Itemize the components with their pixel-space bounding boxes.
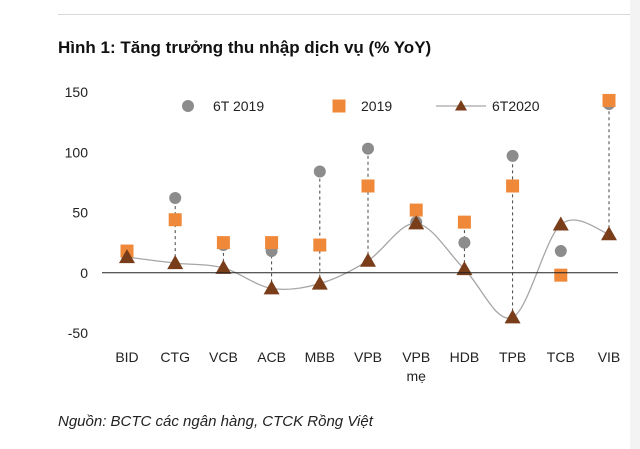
point-6t2020 — [456, 261, 473, 276]
point-6t2020 — [552, 216, 569, 231]
point-2019 — [168, 213, 182, 227]
point-6t2020 — [215, 259, 232, 274]
point-2019 — [409, 203, 423, 217]
point-2019 — [313, 238, 327, 252]
x-tick-label: VPB — [402, 349, 430, 365]
top-rule — [58, 14, 640, 15]
source-note: Nguồn: BCTC các ngân hàng, CTCK Rồng Việ… — [58, 413, 373, 430]
legend-marker-2019 — [332, 99, 346, 113]
x-tick-label: VIB — [598, 349, 621, 365]
point-6t2020 — [360, 252, 376, 267]
point-2019 — [457, 215, 471, 229]
chart-title: Hình 1: Tăng trưởng thu nhập dịch vụ (% … — [58, 38, 432, 57]
series-line-6t2020 — [126, 219, 610, 319]
y-tick-label: 50 — [72, 205, 88, 221]
point-6t2019 — [362, 142, 374, 155]
point-6t2020 — [408, 215, 425, 230]
y-tick-label: 100 — [65, 144, 89, 160]
x-tick-label: mẹ — [406, 368, 426, 384]
point-6t2019 — [169, 192, 182, 205]
point-2019 — [602, 93, 616, 107]
point-2019 — [361, 179, 375, 193]
x-tick-label: BID — [115, 349, 138, 365]
point-6t2020 — [119, 249, 135, 264]
right-edge-strip — [630, 0, 640, 449]
x-tick-label: HDB — [450, 349, 480, 365]
legend-label-6t2019: 6T 2019 — [213, 98, 264, 114]
point-6t2019 — [313, 165, 326, 178]
point-6t2019 — [506, 149, 519, 162]
point-6t2020 — [263, 280, 280, 295]
point-6t2019 — [458, 236, 471, 249]
x-tick-label: ACB — [257, 349, 286, 365]
x-tick-label: TCB — [547, 349, 575, 365]
point-6t2020 — [601, 226, 617, 241]
legend-label-6t2020: 6T2020 — [492, 98, 540, 114]
point-6t2020 — [311, 275, 328, 290]
y-tick-label: 0 — [80, 265, 88, 281]
y-tick-label: -50 — [68, 325, 88, 341]
point-2019 — [506, 179, 520, 193]
point-6t2019 — [554, 245, 567, 258]
point-6t2020 — [167, 255, 184, 270]
legend-marker-6t2019 — [182, 100, 194, 112]
point-2019 — [554, 268, 568, 282]
legend-label-2019: 2019 — [361, 98, 392, 114]
y-tick-label: 150 — [65, 84, 89, 100]
x-tick-label: MBB — [305, 349, 335, 365]
legend-marker-6t2020 — [455, 100, 467, 111]
point-2019 — [265, 236, 279, 250]
x-tick-label: TPB — [499, 349, 526, 365]
point-2019 — [216, 236, 230, 250]
x-tick-label: VPB — [354, 349, 382, 365]
x-tick-label: CTG — [160, 349, 190, 365]
x-tick-label: VCB — [209, 349, 238, 365]
point-6t2020 — [504, 309, 521, 324]
